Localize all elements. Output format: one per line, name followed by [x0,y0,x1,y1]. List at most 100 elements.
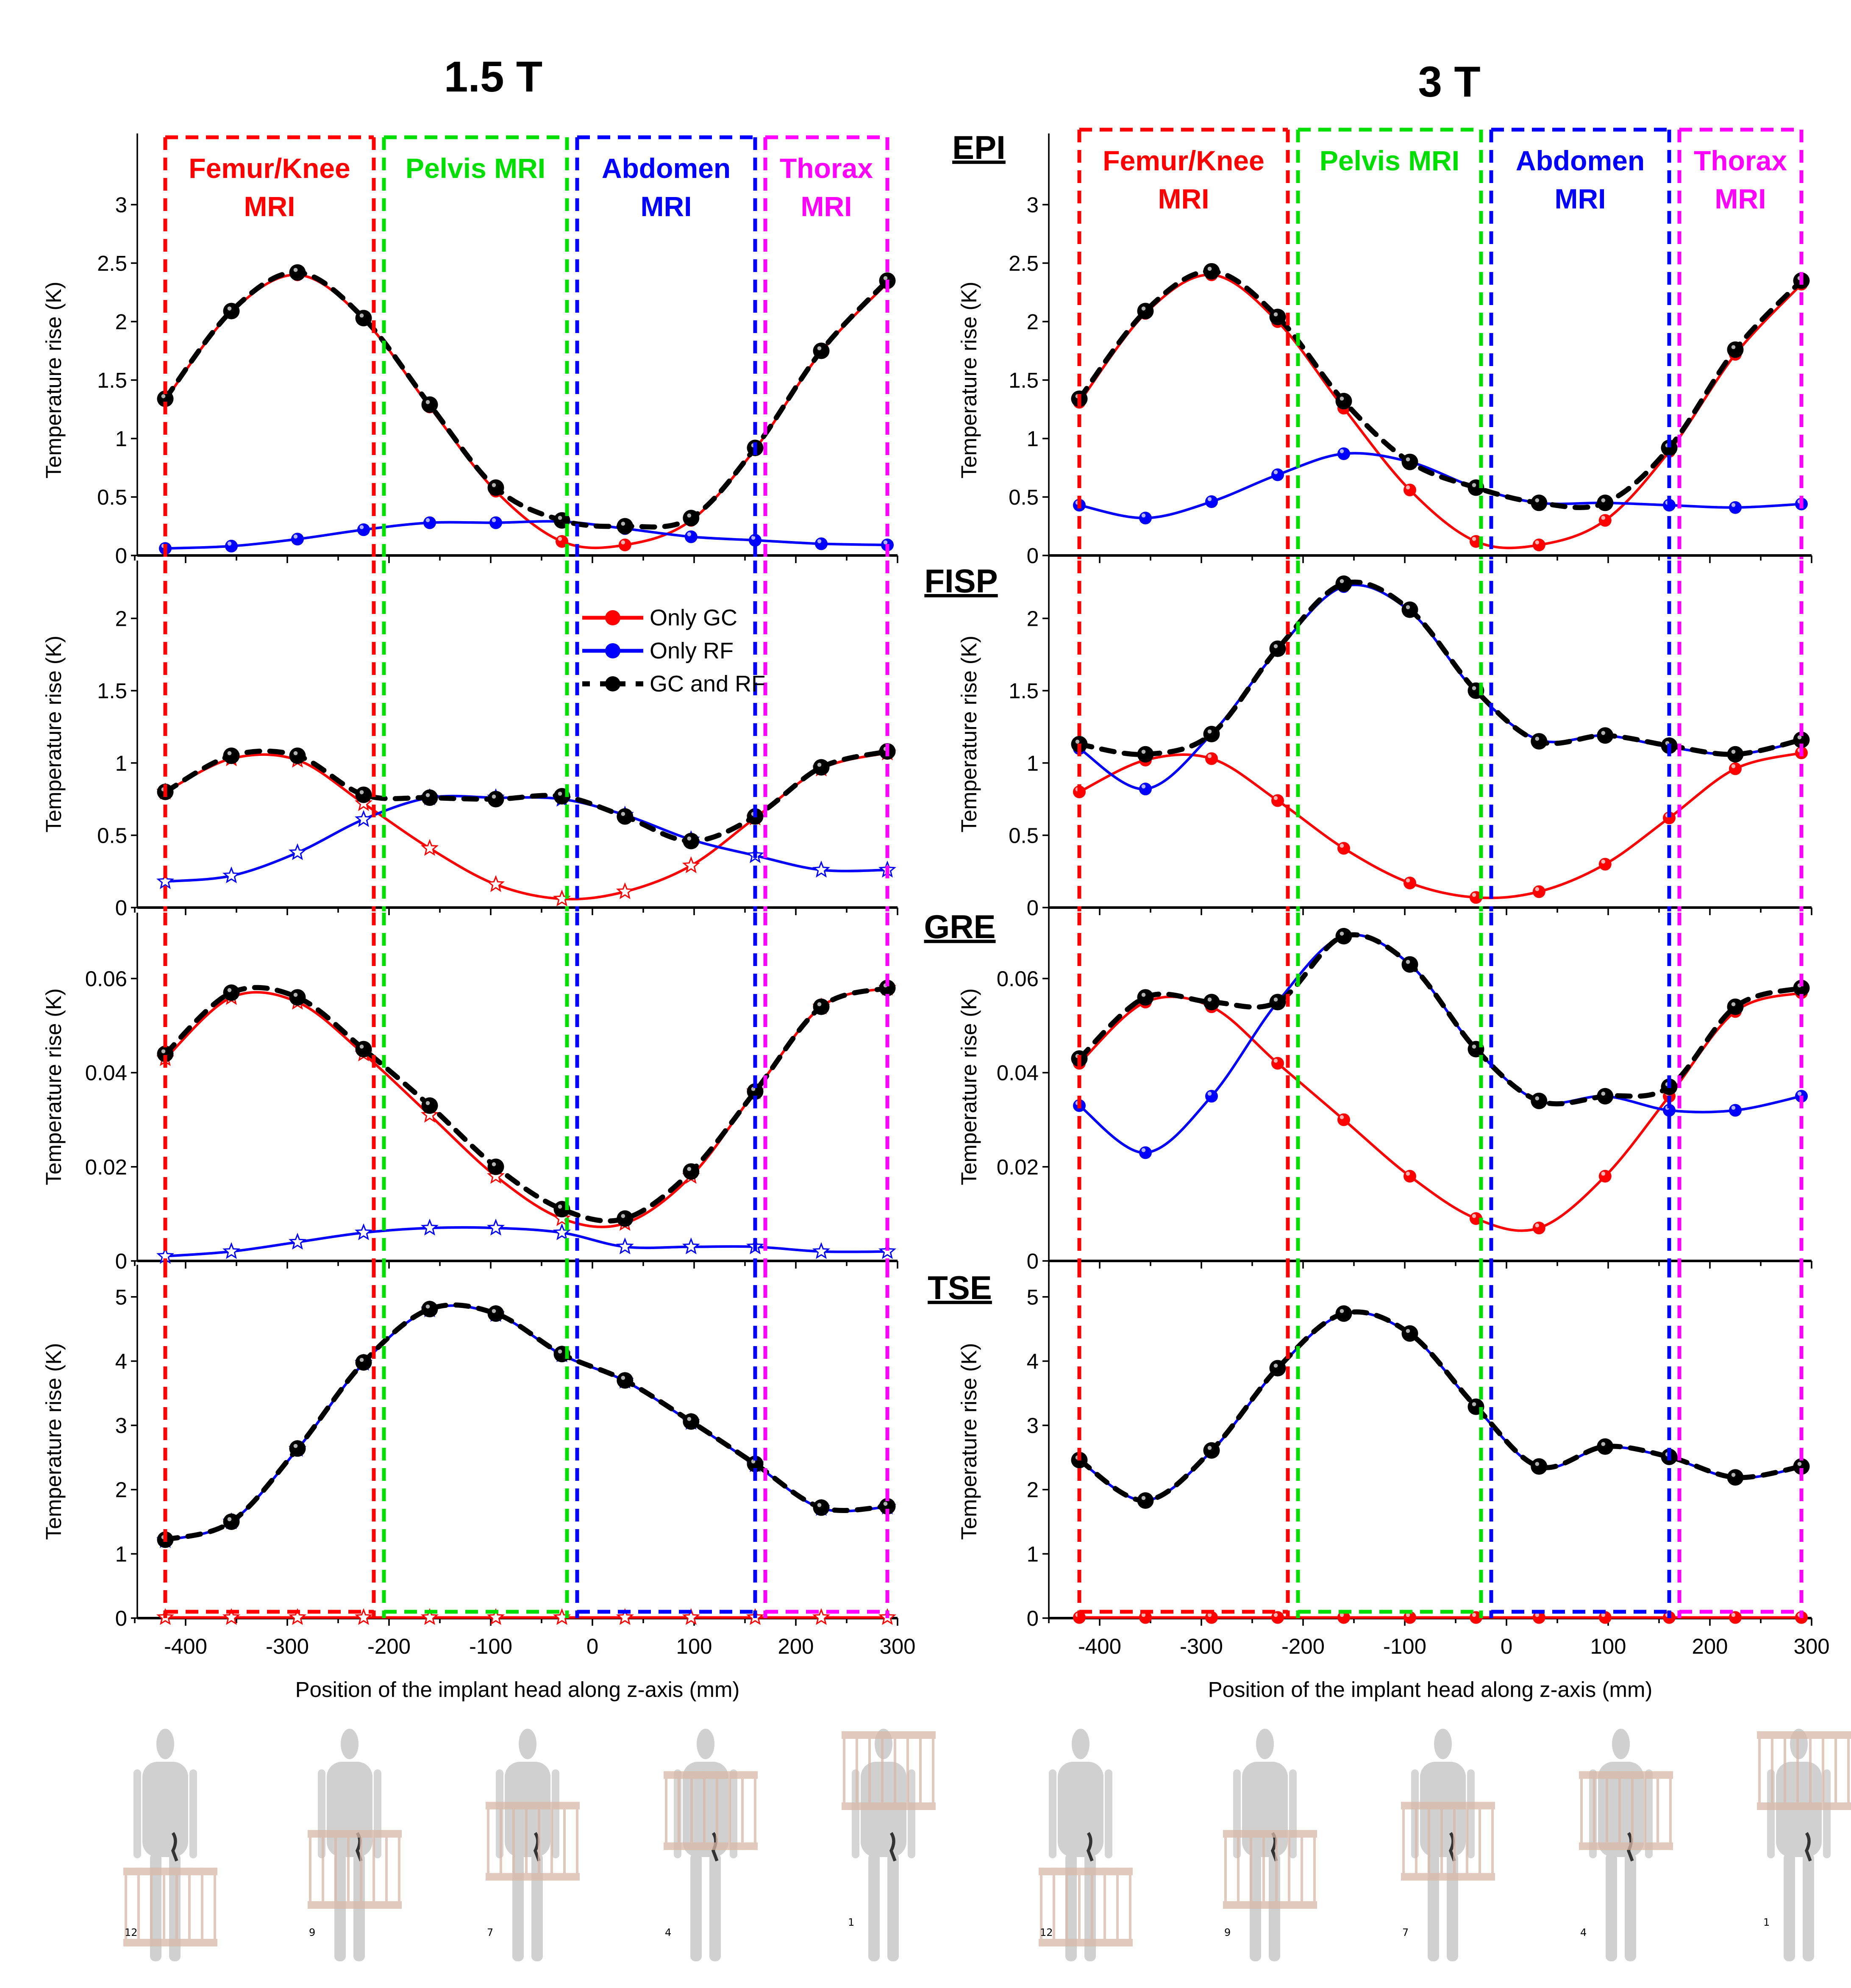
series-line-gc-and-rf [163,1302,890,1542]
data-point-gc-and-rf [355,786,372,803]
point-highlight [1472,483,1476,487]
legend-swatch-marker [605,643,620,658]
implant-icon [1626,1832,1634,1862]
data-point-only-rf [682,1237,700,1255]
data-point-gc-and-rf [1597,1088,1614,1105]
data-point-gc-and-rf [683,1413,700,1430]
coil-ring [1757,1731,1851,1739]
data-point-gc-and-rf [813,1499,830,1516]
y-tick-label: 0.5 [97,823,127,847]
data-point-only-rf [421,1219,439,1236]
data-point-only-rf [815,537,828,550]
x-tick-label: -300 [266,1634,309,1658]
coil-rung [1116,1867,1119,1946]
point-highlight [1601,1091,1606,1096]
data-point-only-rf [1139,1146,1152,1159]
series-line-gc-and-rf [163,748,890,844]
y-tick-label: 2 [1027,607,1039,631]
data-point-gc-and-rf [747,1083,764,1100]
body-model: 1 [842,1729,936,1961]
point-highlight [1535,540,1540,544]
point-highlight [1406,1329,1410,1333]
data-point-only-rf [225,539,238,553]
coil-rung [1237,1830,1240,1909]
coil-rung [1593,1771,1595,1850]
data-point-only-rf [222,1242,240,1259]
data-point-only-rf [684,530,698,543]
y-tick-label: 0 [1027,1249,1039,1273]
point-highlight [359,1044,364,1049]
point-highlight [492,518,496,522]
data-point-only-rf [1205,1090,1218,1103]
series-line-gc-and-rf [1077,932,1804,1107]
region-label-0-line2: MRI [1158,183,1209,214]
coil-ring [664,1842,758,1850]
data-point-only-rf [1139,511,1152,525]
data-point-gc-and-rf [1335,928,1352,945]
data-point-only-gc [1337,1113,1350,1126]
y-tick-label: 1 [1027,427,1039,451]
point-highlight [1340,931,1344,936]
point-highlight [1406,960,1410,964]
coil-rung [754,1771,756,1850]
point-highlight [558,1349,562,1354]
coil-rung [1809,1731,1812,1810]
coil-rung [347,1830,350,1909]
coil-ring [1223,1830,1317,1838]
point-highlight [1141,1148,1146,1152]
region-label-0: Femur/Knee [189,153,350,184]
legend-label-0: Only GC [650,605,737,630]
y-tick-label: 0 [1027,544,1039,568]
body-model: 4 [664,1729,758,1961]
coil-rung [163,1867,165,1946]
data-point-gc-and-rf [1597,727,1614,744]
y-tick-label: 0.06 [85,967,127,991]
point-highlight [1075,739,1080,744]
y-axis-title: Temperature rise (K) [42,636,66,833]
data-point-only-rf [1729,501,1742,514]
point-highlight [1472,1214,1476,1218]
y-tick-label: 1 [115,1542,127,1566]
body-arm [1105,1769,1112,1858]
coil-rung [932,1731,934,1810]
data-point-gc-and-rf [223,984,240,1001]
data-point-gc-and-rf [1727,746,1744,763]
body-arm [552,1769,559,1858]
data-point-gc-and-rf [1531,494,1548,511]
point-highlight [425,1101,430,1105]
data-point-gc-and-rf [617,1210,634,1227]
x-axis-title: Position of the implant head along z-axi… [1208,1677,1653,1702]
coil-rung [372,1830,375,1909]
coil-rung [1453,1802,1456,1881]
data-point-gc-and-rf [813,998,830,1015]
point-highlight [817,1002,822,1006]
data-point-gc-and-rf [487,479,504,496]
y-tick-label: 4 [115,1349,127,1373]
x-tick-label: -100 [469,1634,512,1658]
point-highlight [1207,729,1212,734]
coil-rung [1103,1867,1106,1946]
point-highlight [1273,1058,1278,1063]
body-model: 9 [1223,1729,1317,1961]
coil-rung [868,1731,871,1810]
point-highlight [687,532,692,536]
data-point-only-rf [616,1237,634,1255]
data-point-gc-and-rf [487,791,504,808]
data-point-gc-and-rf [683,833,700,850]
coil-rung [1129,1867,1131,1946]
point-highlight [1207,1613,1212,1617]
coil-rung [1771,1731,1773,1810]
point-highlight [1535,736,1540,741]
coil-cage [664,1771,758,1850]
point-highlight [1340,1309,1344,1313]
data-point-gc-and-rf [617,518,634,535]
coil-rung [1466,1802,1468,1881]
data-point-only-rf [156,872,174,889]
data-point-only-rf [291,533,304,546]
y-tick-label: 2 [1027,1478,1039,1502]
point-highlight [1472,686,1476,690]
point-highlight [227,988,232,992]
data-point-only-rf [1271,468,1284,481]
data-point-only-gc [682,856,700,874]
point-highlight [1141,750,1146,754]
